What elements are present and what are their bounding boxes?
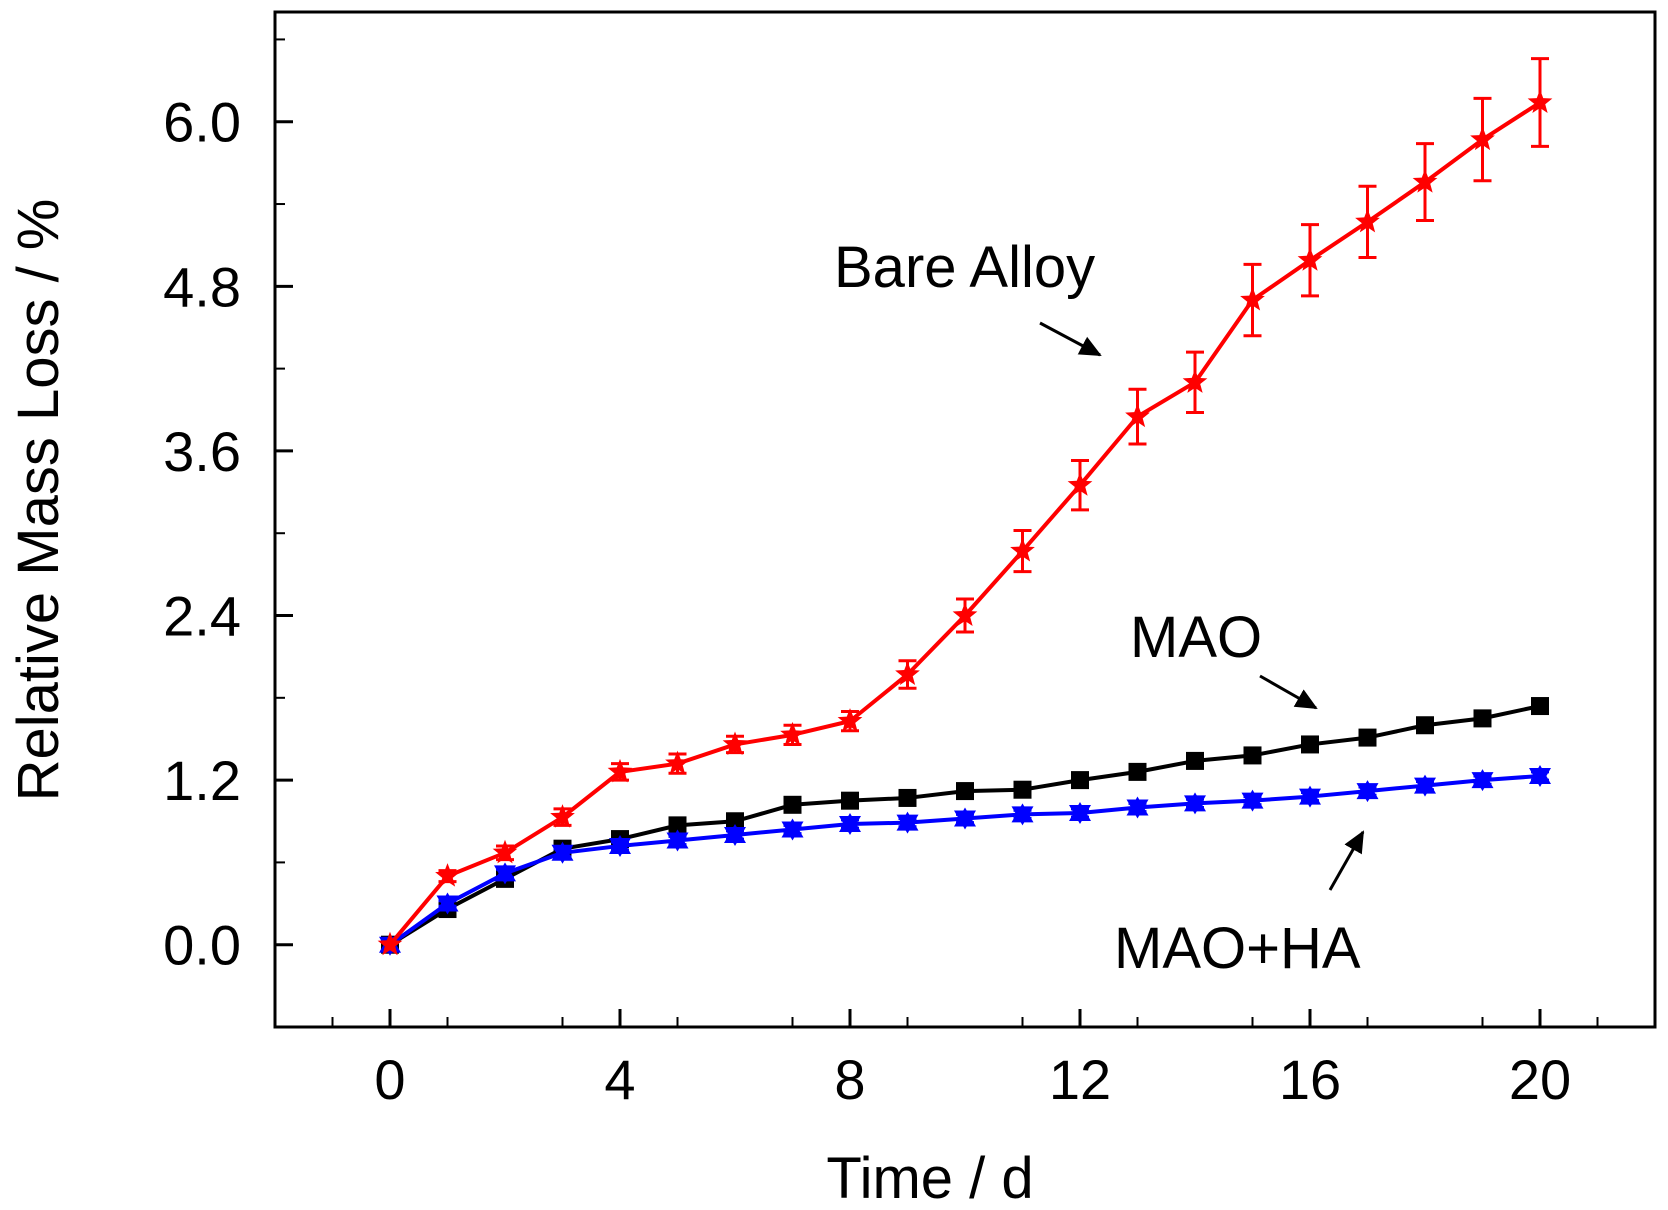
data-point-overlay	[494, 865, 516, 885]
data-point-overlay	[1069, 805, 1091, 825]
y-axis-title: Relative Mass Loss / %	[6, 199, 71, 802]
series-mao-ha	[379, 764, 1551, 956]
x-axis-title: Time / d	[826, 1146, 1033, 1210]
data-point	[1531, 697, 1549, 716]
data-point-overlay	[609, 837, 631, 857]
x-tick-label: 4	[604, 1048, 635, 1111]
x-tick-label: 0	[374, 1048, 405, 1111]
data-point	[898, 788, 917, 807]
data-point-overlay	[839, 816, 861, 835]
y-tick-label: 0.0	[163, 914, 241, 977]
x-tick-label: 12	[1049, 1048, 1111, 1111]
data-point	[1470, 126, 1495, 151]
data-point-overlay	[896, 814, 919, 834]
annotation-mao-ha-arrow	[1328, 830, 1365, 891]
data-point-overlay	[1126, 799, 1149, 819]
data-point	[492, 839, 518, 864]
data-point	[665, 750, 690, 775]
plot-frame	[273, 10, 1657, 1029]
data-point	[1355, 208, 1380, 233]
data-point-overlay	[551, 844, 574, 864]
data-point	[837, 708, 863, 732]
data-point	[1297, 247, 1323, 271]
data-point-overlay	[666, 832, 689, 852]
data-point	[952, 602, 978, 627]
axis-tick-labels: 0 4 8 12 16 20 0.0 1.2 2.4 3.6 4.8 6.0	[163, 91, 1571, 1111]
data-point	[1010, 538, 1035, 562]
data-point	[550, 804, 575, 828]
data-point-overlay	[781, 821, 804, 841]
data-point	[1527, 89, 1553, 114]
axis-ticks	[275, 38, 1599, 1028]
data-point-overlay	[436, 895, 459, 915]
data-point	[1358, 728, 1377, 747]
annotation-mao-label: MAO	[1130, 605, 1262, 670]
data-point-overlay	[724, 826, 746, 846]
annotation-bare-alloy-label: Bare Alloy	[834, 235, 1095, 300]
data-point-overlay	[1356, 783, 1379, 803]
data-point	[1240, 287, 1265, 311]
data-point	[1128, 762, 1147, 781]
data-point	[1416, 716, 1434, 735]
data-point-overlay	[1011, 806, 1034, 826]
data-point-overlay	[1241, 792, 1264, 812]
y-tick-label: 4.8	[163, 255, 241, 318]
data-point-overlay	[1184, 795, 1206, 815]
data-point	[1125, 403, 1150, 428]
series-bare-alloy	[377, 57, 1553, 956]
data-point	[1412, 169, 1438, 193]
y-tick-label: 3.6	[163, 420, 241, 483]
data-point	[726, 812, 744, 831]
data-point	[783, 795, 802, 814]
data-point	[1186, 751, 1204, 770]
data-point	[435, 863, 460, 887]
annotation-bare-alloy-arrow	[1039, 321, 1102, 357]
data-point	[895, 661, 920, 686]
data-point	[780, 721, 805, 746]
y-tick-label: 1.2	[163, 749, 241, 812]
x-tick-label: 16	[1279, 1048, 1341, 1111]
data-point	[668, 816, 687, 835]
y-tick-label: 2.4	[163, 585, 241, 648]
x-tick-label: 20	[1509, 1048, 1571, 1111]
data-point	[841, 791, 859, 810]
data-point	[956, 782, 974, 801]
annotation-mao-ha-label: MAO+HA	[1114, 916, 1361, 981]
data-point	[1067, 472, 1093, 496]
data-point	[722, 731, 748, 755]
data-point-overlay	[1299, 788, 1321, 808]
data-point-overlay	[1529, 767, 1551, 787]
data-point	[1301, 735, 1319, 754]
data-point	[1071, 771, 1089, 790]
series-layer	[377, 57, 1553, 956]
annotation-mao-arrow	[1259, 674, 1318, 710]
data-point-overlay	[954, 810, 976, 830]
data-point	[377, 931, 403, 956]
y-tick-label: 6.0	[163, 91, 241, 154]
data-point	[1243, 746, 1262, 765]
data-point	[1013, 780, 1032, 799]
x-tick-label: 8	[834, 1048, 865, 1111]
data-point-overlay	[1414, 777, 1436, 797]
data-point-overlay	[1471, 772, 1494, 792]
data-point	[1182, 369, 1208, 393]
data-point	[607, 758, 633, 783]
data-point	[1473, 709, 1492, 728]
